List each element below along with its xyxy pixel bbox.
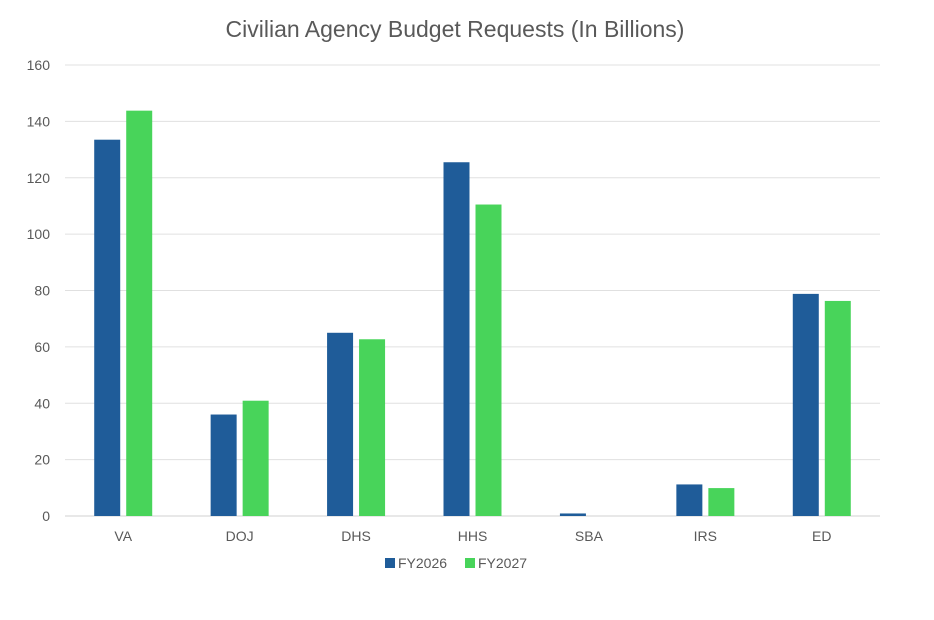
bar-fy2027-dhs	[359, 339, 386, 516]
bars	[94, 110, 851, 516]
y-tick-label: 160	[27, 57, 51, 73]
legend-swatch	[465, 558, 475, 568]
y-tick-label: 140	[27, 113, 51, 129]
legend-label: FY2026	[398, 555, 447, 571]
legend: FY2026 FY2027	[385, 555, 527, 571]
y-tick-label: 0	[42, 508, 50, 524]
x-tick-label: IRS	[694, 528, 717, 544]
bar-fy2026-irs	[676, 484, 703, 516]
bar-fy2027-ed	[824, 300, 851, 516]
y-tick-label: 120	[27, 170, 51, 186]
bar-fy2027-irs	[708, 488, 735, 516]
legend-swatch	[385, 558, 395, 568]
bar-fy2026-doj	[210, 414, 237, 516]
bar-fy2027-hhs	[475, 204, 502, 516]
x-tick-label: DOJ	[226, 528, 254, 544]
y-tick-label: 20	[34, 452, 50, 468]
bar-fy2026-dhs	[327, 332, 354, 516]
y-tick-label: 100	[27, 226, 51, 242]
bar-fy2026-ed	[792, 293, 819, 516]
bar-fy2027-doj	[242, 400, 269, 516]
x-tick-label: ED	[812, 528, 831, 544]
bar-fy2026-hhs	[443, 162, 470, 516]
y-axis-ticks: 0 20 40 60 80 100 120 140 160	[27, 57, 51, 524]
gridlines	[65, 64, 880, 517]
bar-fy2026-va	[94, 139, 121, 516]
chart-title: Civilian Agency Budget Requests (In Bill…	[225, 16, 685, 42]
y-tick-label: 80	[34, 283, 50, 299]
bar-fy2027-va	[126, 110, 153, 516]
x-tick-label: HHS	[458, 528, 488, 544]
x-tick-label: SBA	[575, 528, 604, 544]
x-tick-label: VA	[114, 528, 132, 544]
y-tick-label: 40	[34, 395, 50, 411]
x-axis-ticks: VA DOJ DHS HHS SBA IRS ED	[114, 528, 831, 544]
x-tick-label: DHS	[341, 528, 371, 544]
y-tick-label: 60	[34, 339, 50, 355]
legend-label: FY2027	[478, 555, 527, 571]
bar-fy2026-sba	[559, 513, 586, 516]
